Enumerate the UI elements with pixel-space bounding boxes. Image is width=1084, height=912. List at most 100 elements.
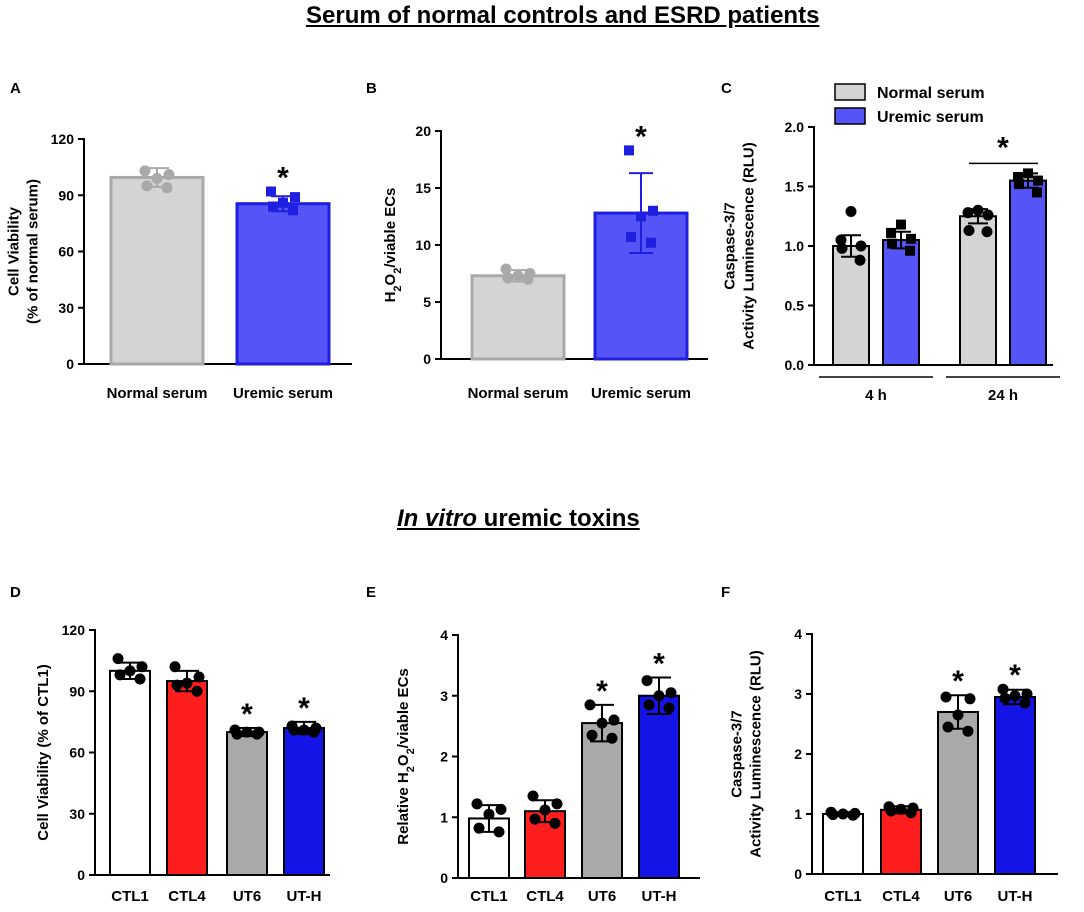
data-point — [268, 201, 278, 212]
data-point — [896, 219, 906, 230]
bar-ctl4 — [166, 680, 208, 877]
y-axis-label: (% of normal serum) — [25, 179, 42, 324]
data-point — [288, 205, 298, 216]
data-point — [626, 232, 636, 243]
bar-ut6 — [937, 711, 979, 875]
y-tick-label: 1 — [440, 809, 448, 825]
data-point — [169, 661, 181, 673]
chart-panel-C: C 0.0 0.5 1.0 1.5 2.0 Caspase-3/7 Activity Lumi… — [721, 80, 1060, 404]
data-point — [495, 803, 507, 815]
bar-ut-h — [283, 727, 325, 876]
data-point — [905, 245, 915, 256]
data-point — [636, 211, 646, 222]
y-axis-label: Activity Luminescence (RLU) — [741, 142, 758, 350]
data-point — [1033, 175, 1043, 186]
data-point — [181, 677, 193, 689]
significance-star: * — [298, 692, 310, 725]
data-point — [136, 661, 148, 673]
y-axis-label: Caspase-3/7 — [729, 710, 746, 798]
y-tick-label: 20 — [415, 123, 431, 139]
data-point — [596, 717, 608, 729]
data-point — [940, 691, 952, 703]
bar-uremic-serum — [1009, 179, 1047, 366]
y-axis-label: Caspase-3/7 — [722, 202, 739, 290]
data-point — [251, 728, 263, 740]
data-point — [845, 205, 857, 217]
x-category-label: UT-H — [287, 888, 322, 905]
bar-ctl4 — [880, 808, 922, 875]
data-point — [837, 808, 849, 820]
y-axis-label-part: O — [395, 754, 412, 766]
data-point — [266, 186, 276, 197]
data-point — [151, 172, 163, 184]
data-point — [551, 798, 563, 810]
y-tick-label: 10 — [415, 237, 431, 253]
y-tick-label: 0.5 — [785, 298, 805, 314]
x-category-label: CTL1 — [470, 888, 508, 905]
data-point — [906, 233, 916, 244]
data-point — [288, 724, 300, 736]
data-point — [964, 693, 976, 705]
x-category-label: Normal serum — [468, 385, 569, 402]
legend-label: Uremic serum — [877, 109, 984, 126]
panel-letter: E — [366, 584, 376, 601]
data-point — [847, 809, 859, 821]
data-point — [997, 683, 1009, 695]
x-category-label: CTL1 — [111, 888, 149, 905]
data-point — [549, 817, 561, 829]
bar-uremic-serum — [593, 211, 689, 361]
data-point — [241, 726, 253, 738]
significance-star: * — [997, 131, 1009, 164]
y-axis-label-part: Relative H — [395, 772, 412, 845]
data-point — [308, 726, 320, 738]
data-point — [471, 798, 483, 810]
data-point — [1013, 171, 1023, 182]
y-axis-label: Cell Viability — [6, 206, 23, 296]
panel-letter: A — [10, 80, 21, 97]
data-point — [1009, 690, 1021, 702]
data-point — [827, 809, 839, 821]
data-point — [962, 207, 974, 219]
y-tick-label: 30 — [58, 300, 74, 316]
legend-swatch — [834, 107, 866, 125]
x-category-label: UT6 — [944, 888, 972, 905]
data-point — [665, 687, 677, 699]
x-category-label: Uremic serum — [233, 385, 333, 402]
panel-letter: F — [721, 584, 730, 601]
data-point — [972, 204, 984, 216]
data-point — [648, 205, 658, 216]
data-point — [981, 226, 993, 238]
y-tick-label: 60 — [69, 745, 85, 761]
y-tick-label: 0 — [794, 866, 802, 882]
data-point — [584, 699, 596, 711]
y-axis-label-part: 2 — [405, 766, 417, 772]
chart-panel-D: D 0 30 60 90 120 Cell Viability (% of CTL1) CTL… — [10, 584, 330, 905]
data-point — [1032, 187, 1042, 198]
bar-ctl1 — [822, 813, 864, 875]
y-tick-label: 90 — [58, 187, 74, 203]
y-tick-label: 30 — [69, 806, 85, 822]
y-tick-label: 0.0 — [785, 357, 805, 373]
significance-star: * — [653, 648, 665, 681]
x-category-label: UT-H — [642, 888, 677, 905]
x-category-label: CTL4 — [168, 888, 206, 905]
data-point — [999, 692, 1011, 704]
data-point — [193, 671, 205, 683]
data-point — [171, 679, 183, 691]
significance-star: * — [277, 162, 289, 195]
data-point — [473, 822, 485, 834]
data-point — [512, 270, 524, 282]
data-point — [298, 724, 310, 736]
y-tick-label: 90 — [69, 683, 85, 699]
x-category-label: Normal serum — [107, 385, 208, 402]
data-point — [141, 180, 153, 192]
significance-star: * — [952, 665, 964, 698]
data-point — [191, 685, 203, 697]
y-axis-label-part: 2 — [392, 268, 404, 274]
data-point — [962, 725, 974, 737]
data-point — [527, 790, 539, 802]
data-point — [952, 709, 964, 721]
y-tick-label: 1.5 — [785, 179, 805, 195]
data-point — [663, 702, 675, 714]
